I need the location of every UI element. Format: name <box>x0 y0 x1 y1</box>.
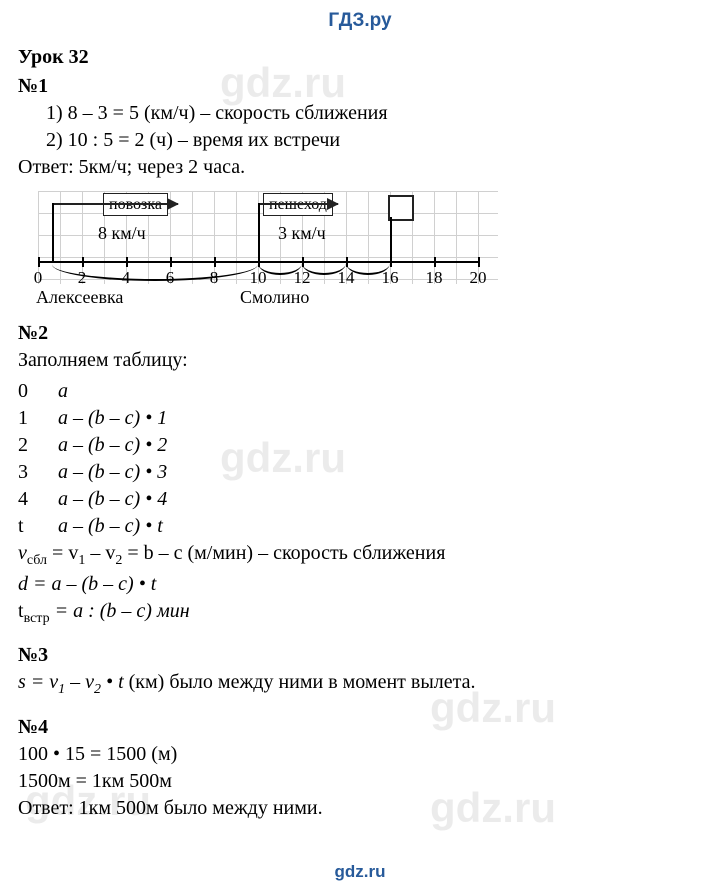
lesson-title: Урок 32 <box>18 44 702 71</box>
tick <box>478 257 480 267</box>
arrow-left <box>53 203 178 205</box>
s-sub2: 2 <box>94 682 101 697</box>
p2-tline: tвстр = a : (b – c) мин <box>18 598 702 629</box>
p2-table: 0a1a – (b – c) • 12a – (b – c) • 23a – (… <box>18 378 702 540</box>
p3-line: s = v1 – v2 • t (км) было между ними в м… <box>18 669 702 700</box>
problem-4-number: №4 <box>18 714 702 741</box>
problem-2-number: №2 <box>18 320 702 347</box>
table-row: ta – (b – c) • t <box>18 513 702 540</box>
t-post: = a : (b – c) мин <box>50 600 190 622</box>
s-pre: s = v <box>18 671 58 693</box>
footer: gdz.ru <box>0 861 720 884</box>
table-cell-val: a <box>58 378 228 405</box>
tick-label: 18 <box>426 267 443 290</box>
p2-intro: Заполняем таблицу: <box>18 347 702 374</box>
p4-answer: Ответ: 1км 500м было между ними. <box>18 795 702 822</box>
vline-mid <box>258 203 260 261</box>
p4-line1: 100 • 15 = 1500 (м) <box>18 741 702 768</box>
v-mid: = v <box>47 542 78 564</box>
v-sub-sbl: сбл <box>27 553 47 568</box>
p1-line1: 1) 8 – 3 = 5 (км/ч) – скорость сближения <box>18 100 702 127</box>
table-row: 2a – (b – c) • 2 <box>18 432 702 459</box>
v-post: = b – c (м/мин) – скорость сближения <box>122 542 445 564</box>
loc-left: Алексеевка <box>36 285 123 309</box>
loc-right: Смолино <box>240 285 309 309</box>
table-row: 0a <box>18 378 702 405</box>
vline-end <box>390 217 392 261</box>
arrow-right <box>258 203 338 205</box>
table-cell-val: a – (b – c) • 2 <box>58 432 228 459</box>
table-cell-val: a – (b – c) • 1 <box>58 405 228 432</box>
s-post: (км) было между ними в момент вылета. <box>124 671 476 693</box>
number-line-diagram: 02468101214161820 повозка пешеход 8 км/ч… <box>18 191 498 306</box>
s-post-t: • t <box>101 671 124 693</box>
tick <box>434 257 436 267</box>
p2-dline: d = a – (b – c) • t <box>18 571 702 598</box>
vline-start <box>52 203 54 261</box>
v-mid2: – v <box>85 542 115 564</box>
problem-1-number: №1 <box>18 73 702 100</box>
speed-left: 8 км/ч <box>98 221 146 245</box>
table-cell-val: a – (b – c) • 4 <box>58 486 228 513</box>
s-mid: – v <box>65 671 94 693</box>
problem-3-number: №3 <box>18 642 702 669</box>
table-cell-key: 0 <box>18 378 58 405</box>
tick-label: 20 <box>470 267 487 290</box>
table-row: 1a – (b – c) • 1 <box>18 405 702 432</box>
p1-line2: 2) 10 : 5 = 2 (ч) – время их встречи <box>18 127 702 154</box>
d-line-text: d = a – (b – c) • t <box>18 573 156 595</box>
p4-line2: 1500м = 1км 500м <box>18 768 702 795</box>
tick <box>38 257 40 267</box>
v-sym: v <box>18 542 27 564</box>
p2-vline: vсбл = v1 – v2 = b – c (м/мин) – скорост… <box>18 540 702 571</box>
table-cell-key: 2 <box>18 432 58 459</box>
table-cell-key: 1 <box>18 405 58 432</box>
speed-right: 3 км/ч <box>278 221 326 245</box>
table-cell-val: a – (b – c) • t <box>58 513 228 540</box>
table-row: 4a – (b – c) • 4 <box>18 486 702 513</box>
t-sub: встр <box>24 611 50 626</box>
table-cell-key: t <box>18 513 58 540</box>
table-row: 3a – (b – c) • 3 <box>18 459 702 486</box>
p1-answer: Ответ: 5км/ч; через 2 часа. <box>18 154 702 181</box>
table-cell-key: 3 <box>18 459 58 486</box>
site-header: ГДЗ.ру <box>18 8 702 34</box>
table-cell-val: a – (b – c) • 3 <box>58 459 228 486</box>
table-cell-key: 4 <box>18 486 58 513</box>
